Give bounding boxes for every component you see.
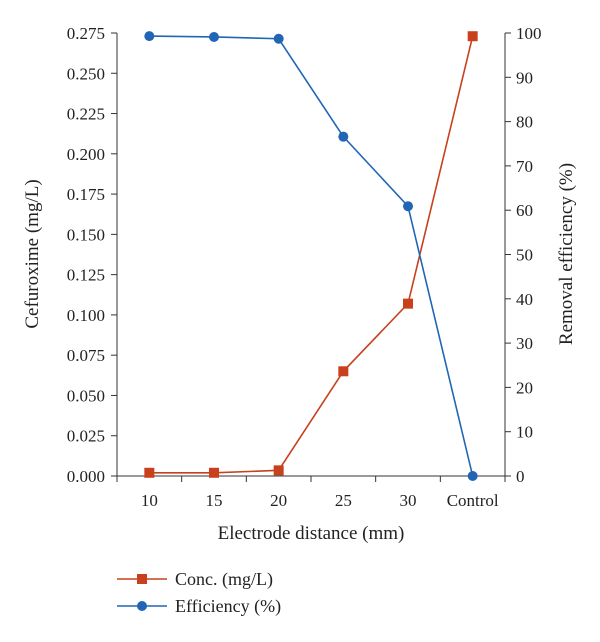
left-y-tick-label: 0.050	[67, 386, 105, 405]
right-y-axis-title: Removal efficiency (%)	[556, 163, 577, 345]
x-tick-label: 10	[141, 491, 158, 510]
efficiency-point	[338, 131, 349, 142]
left-y-tick-label: 0.100	[67, 306, 105, 325]
legend-efficiency-label: Efficiency (%)	[175, 596, 281, 617]
right-y-tick-label: 90	[516, 68, 533, 87]
left-y-tick-label: 0.125	[67, 266, 105, 285]
legend-conc-label: Conc. (mg/L)	[175, 569, 273, 590]
x-ticks: 10 15 20 25 30 Control	[116, 476, 506, 510]
right-y-tick-label: 20	[516, 378, 533, 397]
efficiency-point	[467, 471, 478, 481]
efficiency-point	[144, 31, 155, 42]
conc-point	[403, 298, 413, 309]
left-y-tick-label: 0.275	[67, 24, 105, 43]
conc-point	[467, 31, 478, 42]
conc-point	[273, 465, 284, 476]
x-tick-label: 25	[335, 491, 352, 510]
left-y-tick-label: 0.175	[67, 185, 105, 204]
conc-point	[338, 366, 349, 377]
legend: Conc. (mg/L) Efficiency (%)	[117, 569, 281, 617]
left-y-tick-label: 0.000	[67, 467, 105, 486]
conc-series-line	[149, 36, 474, 474]
left-y-ticks: 0.000 0.025 0.050 0.075 0.100 0.125 0.150 0.175…	[67, 24, 117, 486]
left-y-axis-title: Cefuroxime (mg/L)	[22, 179, 43, 328]
conc-point	[144, 467, 155, 478]
right-y-tick-label: 100	[516, 24, 542, 43]
efficiency-point	[403, 201, 413, 212]
conc-point	[209, 467, 219, 478]
left-y-tick-label: 0.150	[67, 225, 105, 244]
right-y-tick-label: 0	[516, 467, 525, 486]
left-y-tick-label: 0.025	[67, 427, 105, 446]
axes	[116, 33, 506, 477]
right-y-tick-label: 40	[516, 290, 533, 309]
x-tick-label: 20	[270, 491, 287, 510]
x-axis-title: Electrode distance (mm)	[218, 523, 405, 544]
legend-conc-marker	[137, 574, 147, 584]
right-y-tick-label: 30	[516, 334, 533, 353]
left-y-tick-label: 0.225	[67, 105, 105, 124]
left-y-tick-label: 0.250	[67, 64, 105, 83]
efficiency-point	[209, 31, 219, 42]
efficiency-point	[273, 33, 284, 44]
series-layer	[144, 31, 478, 481]
right-y-tick-label: 50	[516, 246, 533, 265]
left-y-tick-label: 0.075	[67, 346, 105, 365]
efficiency-series-line	[149, 35, 474, 477]
right-y-tick-label: 80	[516, 113, 533, 132]
x-tick-label: Control	[447, 491, 499, 510]
left-y-tick-label: 0.200	[67, 145, 105, 164]
right-y-tick-label: 70	[516, 157, 533, 176]
x-tick-label: 30	[400, 491, 417, 510]
right-y-tick-label: 10	[516, 423, 533, 442]
right-y-ticks: 0 10 20 30 40 50 60 70 80 90 100	[505, 24, 542, 486]
legend-efficiency-marker	[137, 601, 147, 611]
right-y-tick-label: 60	[516, 201, 533, 220]
x-tick-label: 15	[206, 491, 223, 510]
